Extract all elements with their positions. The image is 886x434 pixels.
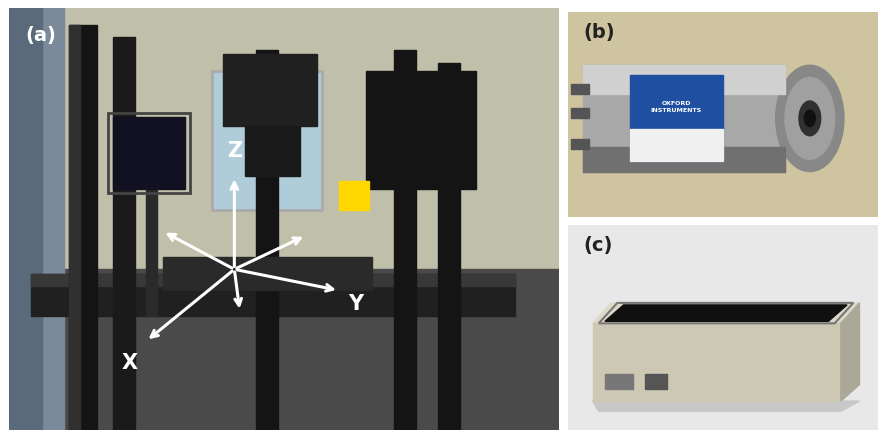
Bar	[212, 72, 322, 211]
Ellipse shape	[798, 102, 820, 136]
Bar	[571, 109, 588, 119]
Bar	[592, 324, 840, 401]
Bar	[9, 9, 42, 430]
Bar	[31, 274, 514, 286]
Bar	[393, 51, 416, 430]
Text: Y: Y	[347, 293, 362, 313]
Bar	[146, 181, 157, 316]
Bar	[256, 51, 278, 430]
Bar	[31, 274, 514, 316]
Text: (b): (b)	[583, 23, 614, 42]
Bar	[113, 118, 184, 190]
Bar	[338, 181, 369, 211]
Polygon shape	[592, 303, 859, 324]
Ellipse shape	[774, 66, 843, 172]
Ellipse shape	[784, 78, 834, 160]
Bar	[163, 257, 371, 291]
Bar	[604, 375, 633, 389]
Bar	[629, 76, 722, 162]
Bar	[223, 55, 316, 127]
Bar	[571, 139, 588, 150]
Bar	[583, 148, 784, 172]
Bar	[69, 26, 97, 430]
Bar	[108, 114, 190, 194]
Polygon shape	[592, 401, 859, 411]
Bar	[438, 63, 459, 430]
Text: (a): (a)	[26, 26, 56, 44]
Bar	[245, 127, 300, 177]
Text: OXFORD
INSTRUMENTS: OXFORD INSTRUMENTS	[650, 101, 701, 112]
Bar	[583, 66, 784, 95]
Bar	[69, 26, 81, 430]
Bar	[366, 72, 476, 190]
Text: Z: Z	[227, 140, 242, 160]
Text: (c): (c)	[583, 236, 612, 255]
Bar	[571, 84, 588, 95]
Ellipse shape	[804, 111, 814, 127]
Polygon shape	[604, 305, 846, 322]
Bar	[645, 375, 666, 389]
Bar	[113, 38, 136, 430]
Bar	[212, 72, 322, 211]
Bar	[9, 9, 558, 283]
Bar	[629, 129, 722, 162]
Text: X: X	[121, 352, 137, 372]
Polygon shape	[840, 303, 859, 401]
Bar	[9, 270, 558, 430]
Bar	[583, 66, 784, 172]
Bar	[9, 9, 64, 430]
